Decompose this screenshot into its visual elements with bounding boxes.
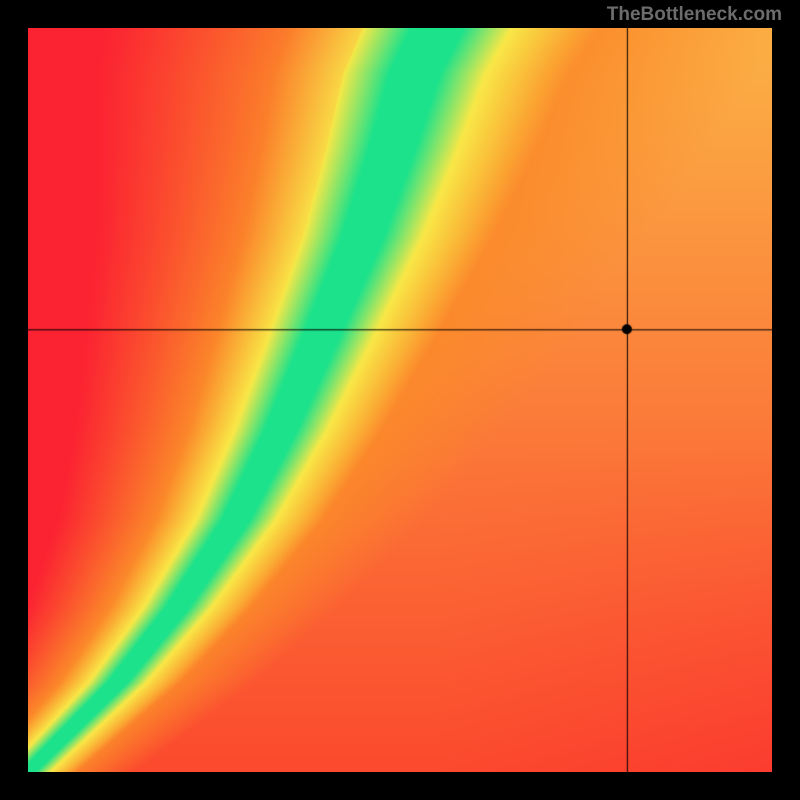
watermark-text: TheBottleneck.com: [607, 4, 782, 26]
bottleneck-heatmap-canvas: [28, 28, 772, 772]
bottleneck-heatmap-container: [28, 28, 772, 772]
